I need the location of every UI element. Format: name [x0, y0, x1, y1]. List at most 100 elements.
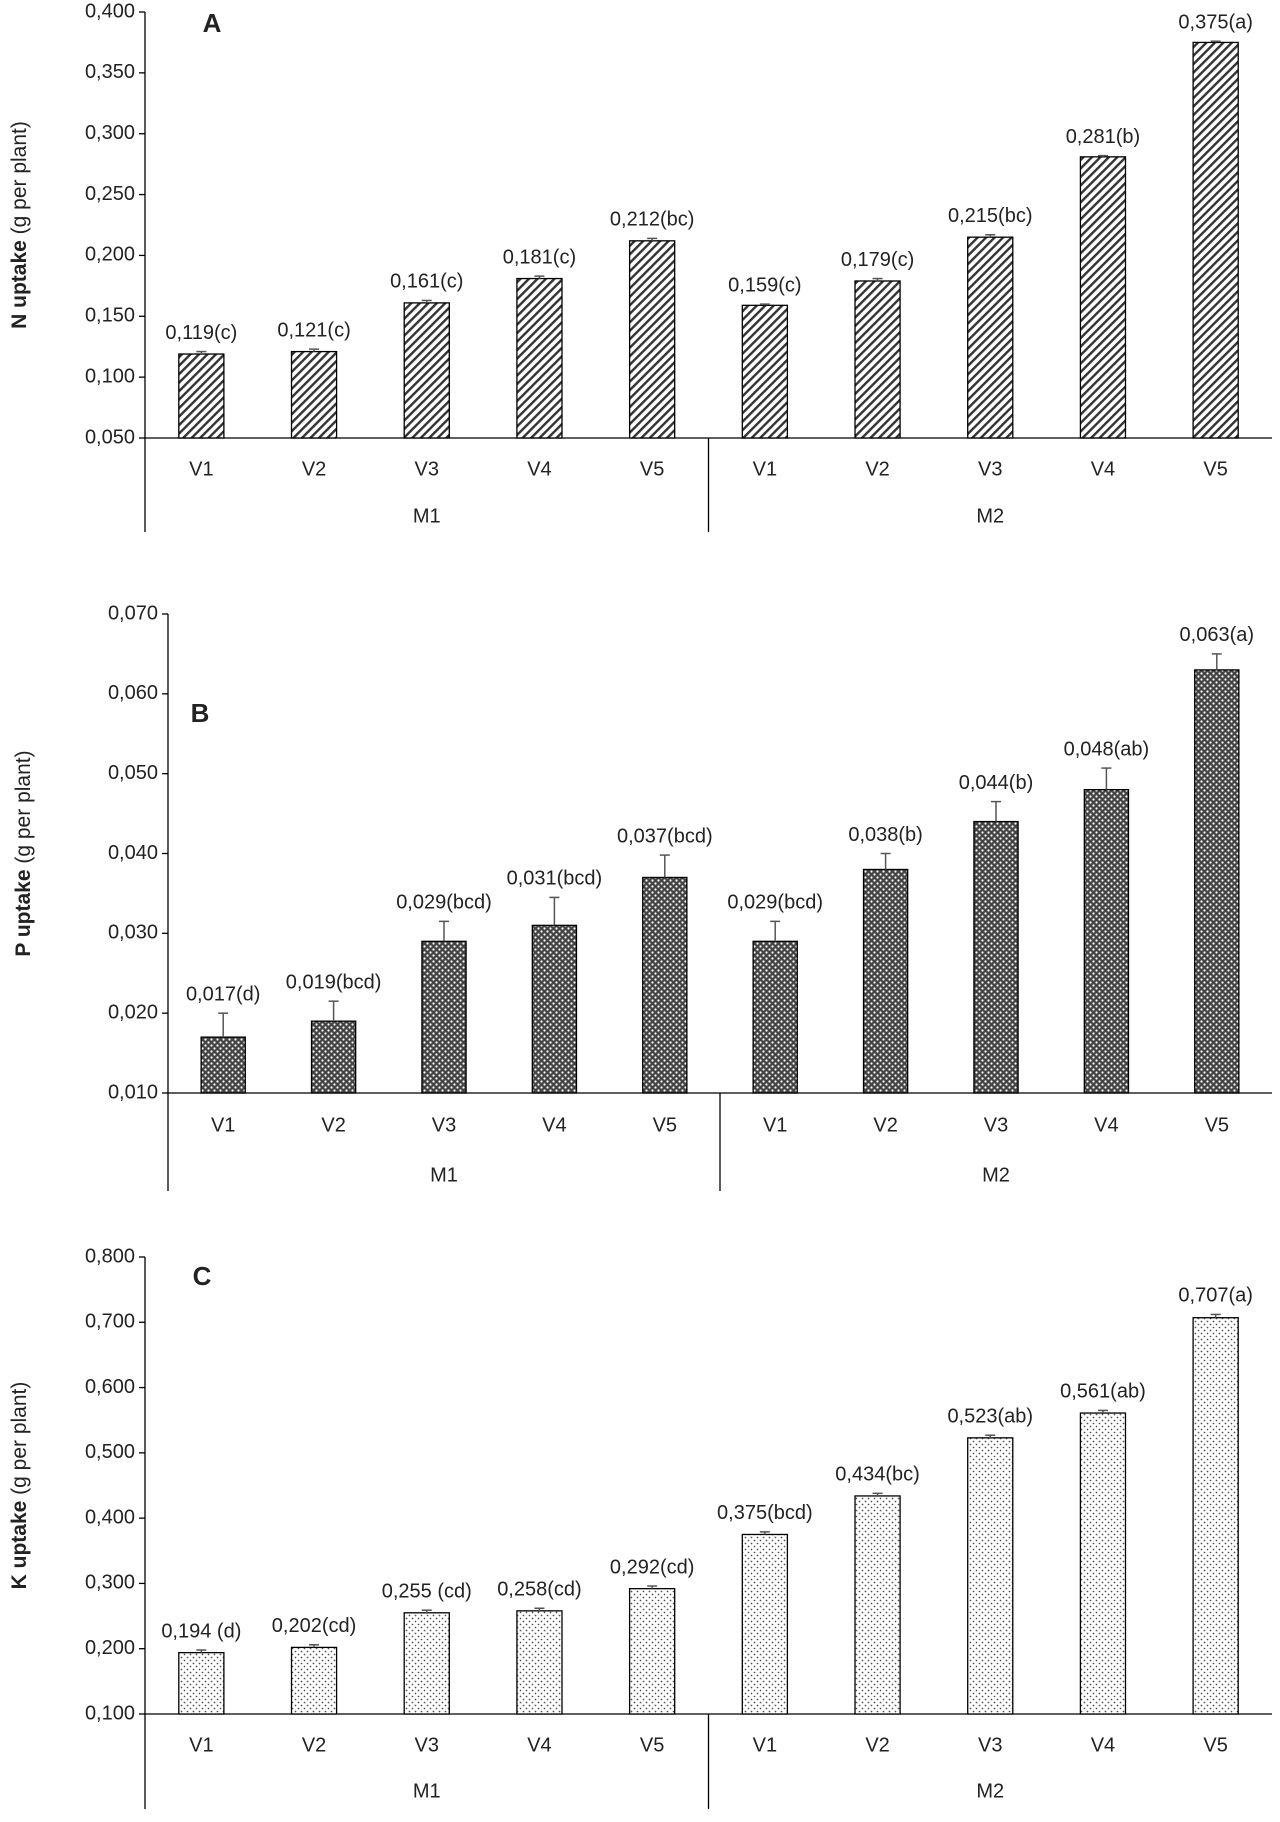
y-tick-label: 0,050	[108, 762, 158, 784]
y-tick-label: 0,100	[85, 365, 135, 387]
x-tick-label: V1	[753, 1734, 777, 1756]
bar	[178, 1651, 225, 1715]
y-tick-label: 0,020	[108, 1001, 158, 1023]
bar	[642, 876, 688, 1094]
y-axis-label-name: N uptake	[8, 240, 31, 329]
x-tick-label: V1	[763, 1114, 787, 1136]
value-label: 0,194 (d)	[161, 1620, 241, 1642]
value-label: 0,044(b)	[959, 772, 1034, 794]
value-label: 0,017(d)	[186, 983, 261, 1005]
bar	[854, 280, 901, 439]
y-tick-label: 0,300	[85, 1572, 135, 1594]
value-label: 0,434(bc)	[835, 1464, 920, 1486]
x-tick-label: V1	[189, 1734, 213, 1756]
y-tick-label: 0,300	[85, 122, 135, 144]
panel-label: C	[193, 1261, 212, 1291]
bar	[421, 940, 467, 1094]
value-label: 0,029(bcd)	[727, 892, 823, 914]
y-tick-label: 0,100	[85, 1702, 135, 1724]
bar	[741, 1533, 789, 1715]
x-tick-label: V5	[653, 1114, 677, 1136]
value-label: 0,375(a)	[1178, 11, 1253, 33]
bar	[1079, 156, 1127, 439]
y-tick-label: 0,400	[85, 1506, 135, 1528]
x-tick-label: V4	[1091, 1734, 1115, 1756]
x-tick-label: V3	[978, 1734, 1002, 1756]
value-label: 0,121(c)	[277, 319, 350, 341]
value-label: 0,159(c)	[728, 274, 801, 296]
y-axis-label-name: P uptake	[12, 869, 35, 956]
value-label: 0,161(c)	[390, 271, 463, 293]
value-label: 0,292(cd)	[610, 1556, 695, 1578]
y-tick-label: 0,700	[85, 1311, 135, 1333]
group-label: M2	[976, 1780, 1004, 1802]
x-tick-label: V2	[302, 1734, 326, 1756]
bar	[1192, 1317, 1239, 1715]
x-tick-label: V4	[1091, 458, 1115, 480]
bar	[1194, 669, 1240, 1094]
value-label: 0,212(bc)	[610, 209, 695, 231]
bar	[200, 1036, 246, 1094]
y-tick-label: 0,150	[85, 305, 135, 327]
y-axis-label: N uptake (g per plant)	[8, 121, 31, 329]
x-tick-label: V4	[527, 458, 551, 480]
y-axis-label: K uptake (g per plant)	[8, 1382, 31, 1590]
x-tick-label: V1	[189, 458, 213, 480]
value-label: 0,181(c)	[503, 246, 576, 268]
x-tick-label: V1	[211, 1114, 235, 1136]
bar	[628, 1588, 676, 1715]
x-tick-label: V5	[1205, 1114, 1229, 1136]
value-label: 0,215(bc)	[948, 205, 1033, 227]
bar	[854, 1495, 901, 1715]
group-label: M1	[413, 1780, 441, 1802]
y-tick-label: 0,040	[108, 842, 158, 864]
group-label: M2	[982, 1164, 1010, 1186]
x-tick-label: V5	[1203, 458, 1227, 480]
value-label: 0,523(ab)	[947, 1406, 1033, 1428]
bar	[862, 868, 909, 1094]
y-axis-label-unit: (g per plant)	[12, 750, 35, 863]
x-tick-label: V2	[321, 1114, 345, 1136]
value-label: 0,038(b)	[848, 824, 923, 846]
panel-label: A	[203, 8, 222, 38]
x-tick-label: V5	[1203, 1734, 1227, 1756]
x-tick-label: V3	[984, 1114, 1008, 1136]
x-tick-label: V5	[640, 458, 664, 480]
x-tick-label: V3	[432, 1114, 456, 1136]
bar	[310, 1020, 357, 1094]
bar	[1079, 1412, 1127, 1715]
bar	[967, 1437, 1014, 1715]
y-tick-label: 0,500	[85, 1441, 135, 1463]
x-tick-label: V2	[302, 458, 326, 480]
x-tick-label: V5	[640, 1734, 664, 1756]
group-label: M1	[413, 505, 441, 527]
value-label: 0,119(c)	[165, 322, 237, 344]
y-tick-label: 0,350	[85, 61, 135, 83]
value-label: 0,258(cd)	[497, 1579, 582, 1601]
y-tick-label: 0,030	[108, 922, 158, 944]
bar	[403, 302, 450, 439]
bar	[516, 1610, 563, 1715]
x-tick-label: V2	[873, 1114, 897, 1136]
bar	[1083, 788, 1130, 1094]
bar	[741, 304, 789, 439]
x-tick-label: V2	[865, 1734, 889, 1756]
bar	[290, 1646, 338, 1715]
bar	[1192, 41, 1239, 439]
y-axis-label: P uptake (g per plant)	[12, 750, 35, 956]
y-tick-label: 0,070	[108, 602, 158, 624]
x-tick-label: V3	[978, 458, 1002, 480]
value-label: 0,048(ab)	[1064, 738, 1150, 760]
group-label: M1	[430, 1164, 458, 1186]
y-tick-label: 0,060	[108, 682, 158, 704]
bar	[628, 240, 676, 439]
bar	[290, 350, 338, 439]
y-tick-label: 0,050	[85, 426, 135, 448]
x-tick-label: V4	[542, 1114, 566, 1136]
value-label: 0,029(bcd)	[396, 892, 492, 914]
y-tick-label: 0,600	[85, 1376, 135, 1398]
value-label: 0,561(ab)	[1060, 1381, 1146, 1403]
bar	[973, 820, 1019, 1094]
y-axis-label-unit: (g per plant)	[8, 121, 31, 234]
